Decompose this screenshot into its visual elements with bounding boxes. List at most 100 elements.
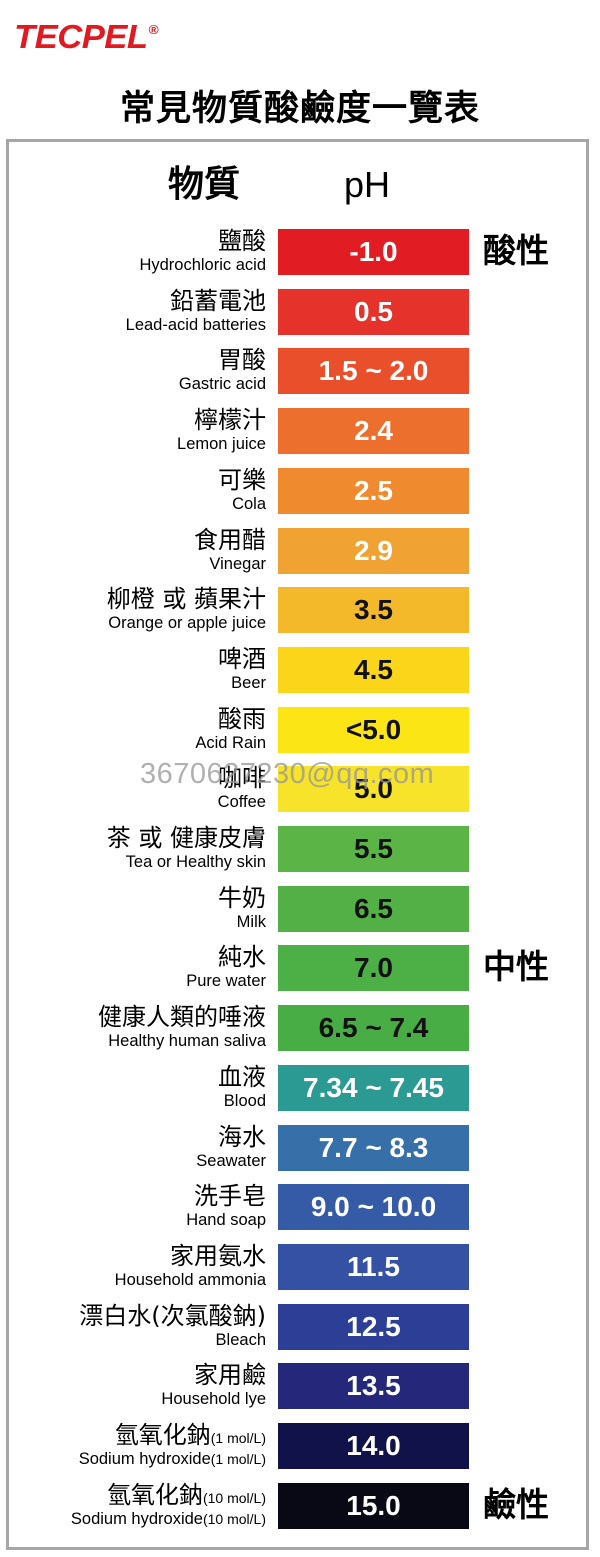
table-row: 家用鹼 Household lye 13.5 <box>0 1361 600 1409</box>
table-row: 家用氨水 Household ammonia 11.5 <box>0 1242 600 1290</box>
substance-name-en: Tea or Healthy skin <box>125 853 266 871</box>
ph-value-bar: 7.34 ~ 7.45 <box>278 1065 469 1111</box>
ph-value-bar: 6.5 <box>278 886 469 932</box>
acidic-label: 酸性 <box>483 231 549 270</box>
ph-column-header: pH <box>344 164 391 205</box>
ph-value-bar: 6.5 ~ 7.4 <box>278 1005 469 1051</box>
concentration-suffix: (10 mol/L) <box>202 1511 266 1527</box>
ph-value-bar: 12.5 <box>278 1304 469 1350</box>
table-row: 可樂 Cola 2.5 <box>0 466 600 514</box>
substance-name-zh: 鉛蓄電池 <box>170 287 266 315</box>
substance-name-zh: 檸檬汁 <box>194 406 266 434</box>
concentration-suffix: (1 mol/L) <box>210 1451 266 1467</box>
substance-name-zh: 家用鹼 <box>194 1361 266 1389</box>
substance-name-en: Cola <box>232 495 266 513</box>
table-row: 鹽酸 Hydrochloric acid -1.0 酸性 <box>0 227 600 275</box>
substance-name-zh: 血液 <box>218 1063 266 1091</box>
alkaline-label: 鹼性 <box>483 1485 549 1524</box>
ph-value-bar: 1.5 ~ 2.0 <box>278 348 469 394</box>
table-row: 酸雨 Acid Rain <5.0 <box>0 705 600 753</box>
table-row: 純水 Pure water 7.0 中性 <box>0 943 600 991</box>
substance-name-en: Lead-acid batteries <box>125 316 266 334</box>
table-row: 柳橙 或 蘋果汁 Orange or apple juice 3.5 <box>0 585 600 633</box>
substance-name-zh: 咖啡 <box>218 764 266 792</box>
substance-name-en: Healthy human saliva <box>108 1032 266 1050</box>
substance-name-zh: 氫氧化鈉(10 mol/L) <box>106 1481 266 1509</box>
ph-value-bar: 7.7 ~ 8.3 <box>278 1125 469 1171</box>
substance-name-en: Milk <box>236 913 266 931</box>
ph-value-bar: 3.5 <box>278 587 469 633</box>
ph-value-bar: 14.0 <box>278 1423 469 1469</box>
ph-value-bar: 7.0 <box>278 945 469 991</box>
substance-name-zh: 洗手皂 <box>194 1182 266 1210</box>
substance-name-en: Sodium hydroxide(10 mol/L) <box>70 1510 266 1528</box>
substance-name-zh: 可樂 <box>218 466 266 494</box>
substance-name-en: Orange or apple juice <box>108 614 266 632</box>
ph-value-bar: 2.5 <box>278 468 469 514</box>
table-row: 咖啡 Coffee 5.0 <box>0 764 600 812</box>
substance-name-en: Coffee <box>217 793 266 811</box>
concentration-suffix: (1 mol/L) <box>210 1430 266 1446</box>
substance-name-en: Hand soap <box>186 1211 266 1229</box>
table-row: 血液 Blood 7.34 ~ 7.45 <box>0 1063 600 1111</box>
table-row: 氫氧化鈉(10 mol/L) Sodium hydroxide(10 mol/L)… <box>0 1481 600 1529</box>
ph-value-bar: 5.5 <box>278 826 469 872</box>
substance-name-en: Vinegar <box>209 555 266 573</box>
substance-name-zh: 胃酸 <box>218 346 266 374</box>
substance-name-zh: 氫氧化鈉(1 mol/L) <box>114 1421 266 1449</box>
substance-name-en: Lemon juice <box>177 435 266 453</box>
substance-name-zh: 啤酒 <box>218 645 266 673</box>
substance-column-header: 物質 <box>168 164 241 205</box>
table-row: 食用醋 Vinegar 2.9 <box>0 526 600 574</box>
substance-name-en: Household lye <box>161 1390 266 1408</box>
ph-value-bar: 15.0 <box>278 1483 469 1529</box>
substance-name-zh: 食用醋 <box>194 526 266 554</box>
substance-name-zh: 牛奶 <box>218 884 266 912</box>
table-row: 檸檬汁 Lemon juice 2.4 <box>0 406 600 454</box>
ph-value-bar: 4.5 <box>278 647 469 693</box>
table-row: 海水 Seawater 7.7 ~ 8.3 <box>0 1123 600 1171</box>
ph-value-bar: 5.0 <box>278 766 469 812</box>
ph-value-bar: 11.5 <box>278 1244 469 1290</box>
substance-name-en: Sodium hydroxide(1 mol/L) <box>78 1450 266 1468</box>
table-row: 鉛蓄電池 Lead-acid batteries 0.5 <box>0 287 600 335</box>
substance-name-en: Beer <box>231 674 266 692</box>
substance-name-zh: 酸雨 <box>218 705 266 733</box>
table-row: 氫氧化鈉(1 mol/L) Sodium hydroxide(1 mol/L) 14… <box>0 1421 600 1469</box>
substance-name-zh: 家用氨水 <box>170 1242 266 1270</box>
substance-name-zh: 健康人類的唾液 <box>98 1003 266 1031</box>
table-row: 茶 或 健康皮膚 Tea or Healthy skin 5.5 <box>0 824 600 872</box>
table-row: 漂白水(次氯酸鈉) Bleach 12.5 <box>0 1302 600 1350</box>
table-row: 牛奶 Milk 6.5 <box>0 884 600 932</box>
substance-name-zh: 漂白水(次氯酸鈉) <box>79 1302 266 1330</box>
substance-name-zh: 茶 或 健康皮膚 <box>106 824 266 852</box>
substance-name-zh: 柳橙 或 蘋果汁 <box>106 585 266 613</box>
chart-frame <box>6 139 589 1550</box>
substance-name-en: Blood <box>223 1092 266 1110</box>
ph-value-bar: 0.5 <box>278 289 469 335</box>
substance-name-zh: 純水 <box>218 943 266 971</box>
substance-name-en: Acid Rain <box>195 734 266 752</box>
table-row: 啤酒 Beer 4.5 <box>0 645 600 693</box>
ph-value-bar: <5.0 <box>278 707 469 753</box>
ph-value-bar: 13.5 <box>278 1363 469 1409</box>
substance-name-zh: 海水 <box>218 1123 266 1151</box>
table-row: 健康人類的唾液 Healthy human saliva 6.5 ~ 7.4 <box>0 1003 600 1051</box>
substance-name-en: Hydrochloric acid <box>139 256 266 274</box>
registered-mark: ® <box>148 22 159 37</box>
substance-name-en: Seawater <box>196 1152 266 1170</box>
substance-name-zh: 鹽酸 <box>218 227 266 255</box>
substance-name-en: Household ammonia <box>114 1271 266 1289</box>
table-row: 洗手皂 Hand soap 9.0 ~ 10.0 <box>0 1182 600 1230</box>
ph-value-bar: 2.4 <box>278 408 469 454</box>
concentration-suffix: (10 mol/L) <box>202 1490 266 1506</box>
neutral-label: 中性 <box>483 947 549 986</box>
ph-value-bar: 9.0 ~ 10.0 <box>278 1184 469 1230</box>
ph-value-bar: 2.9 <box>278 528 469 574</box>
table-row: 胃酸 Gastric acid 1.5 ~ 2.0 <box>0 346 600 394</box>
ph-value-bar: -1.0 <box>278 229 469 275</box>
brand-logo: TECPEL® <box>14 18 159 56</box>
substance-name-en: Bleach <box>215 1331 266 1349</box>
substance-name-en: Pure water <box>186 972 266 990</box>
substance-name-en: Gastric acid <box>178 375 266 393</box>
